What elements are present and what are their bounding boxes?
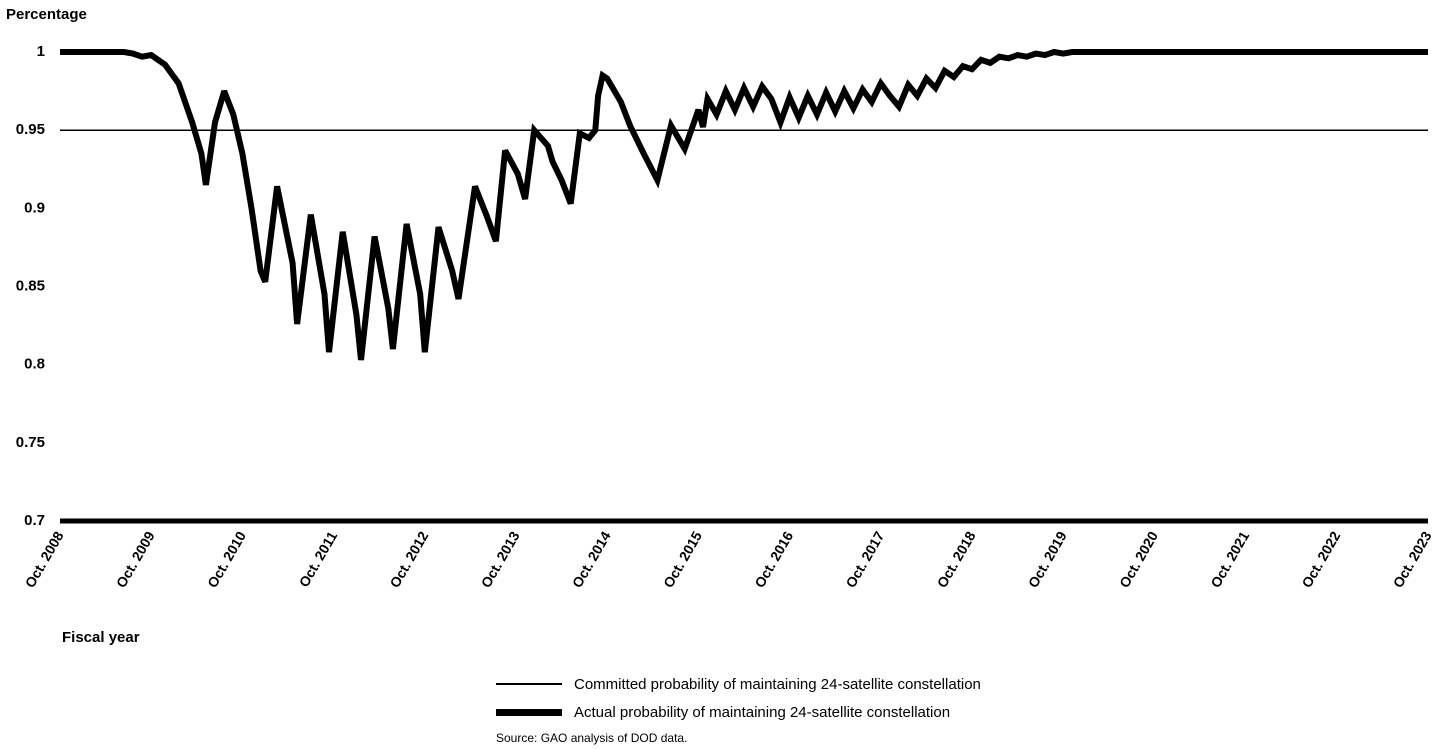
- x-tick-label: Oct. 2019: [1025, 528, 1070, 590]
- y-axis-label: Percentage: [6, 6, 87, 23]
- y-tick-label: 0.75: [16, 434, 45, 451]
- x-tick-label: Oct. 2014: [569, 528, 614, 590]
- y-tick-label: 0.95: [16, 121, 45, 138]
- legend-swatch-thick: [496, 708, 562, 716]
- x-tick-label: Oct. 2023: [1390, 528, 1435, 590]
- y-tick-label: 1: [37, 43, 45, 60]
- x-tick-label: Oct. 2008: [22, 528, 67, 590]
- x-axis-label: Fiscal year: [62, 629, 140, 646]
- legend-item-actual: Actual probability of maintaining 24-sat…: [496, 698, 981, 726]
- x-tick-label: Oct. 2013: [478, 528, 523, 590]
- y-tick-label: 0.7: [24, 512, 45, 529]
- x-tick-label: Oct. 2016: [751, 528, 796, 590]
- y-tick-label: 0.8: [24, 356, 45, 373]
- x-tick-label: Oct. 2011: [296, 528, 341, 589]
- series-layer: [60, 48, 1428, 361]
- legend: Committed probability of maintaining 24-…: [496, 670, 981, 726]
- x-tick-label: Oct. 2017: [842, 528, 887, 590]
- x-tick-label: Oct. 2015: [660, 528, 705, 590]
- series-line-actual: [60, 48, 1428, 361]
- x-tick-label: Oct. 2009: [113, 528, 158, 590]
- x-tick-label: Oct. 2018: [934, 528, 979, 590]
- x-tick-label: Oct. 2010: [204, 528, 249, 590]
- x-tick-label: Oct. 2020: [1116, 528, 1161, 590]
- y-tick-label: 0.85: [16, 278, 45, 295]
- y-axis-ticks: 0.7 0.75 0.8 0.85 0.9 0.95 1: [16, 43, 45, 529]
- x-tick-label: Oct. 2021: [1207, 528, 1252, 590]
- x-tick-label: Oct. 2012: [386, 528, 431, 590]
- y-tick-label: 0.9: [24, 199, 45, 216]
- legend-label-actual: Actual probability of maintaining 24-sat…: [574, 703, 951, 721]
- source-note: Source: GAO analysis of DOD data.: [496, 731, 688, 745]
- legend-label-committed: Committed probability of maintaining 24-…: [574, 675, 981, 693]
- legend-swatch-thin: [496, 683, 562, 685]
- x-tick-label: Oct. 2022: [1298, 528, 1343, 590]
- x-axis-ticks: Oct. 2008 Oct. 2009 Oct. 2010 Oct. 2011 Oct.…: [22, 528, 1435, 590]
- legend-item-committed: Committed probability of maintaining 24-…: [496, 670, 981, 698]
